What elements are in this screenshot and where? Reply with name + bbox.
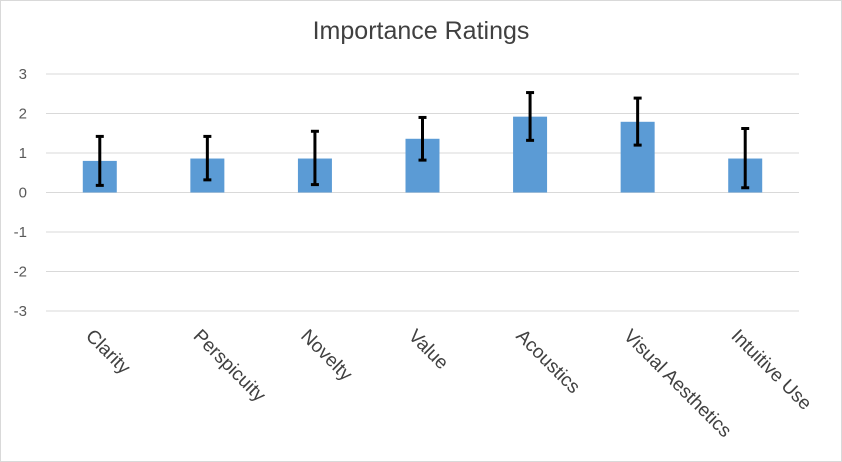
- y-tick-label: 2: [19, 106, 27, 123]
- error-bar: [526, 91, 535, 142]
- category-label: Intuitive Use: [727, 326, 816, 415]
- error-bar: [95, 134, 104, 187]
- y-axis-ticks: 3 2 1 0 -1 -2 -3: [14, 66, 27, 320]
- error-bars: [95, 91, 750, 190]
- category-label: Novelty: [296, 326, 356, 386]
- y-tick-label: 1: [19, 145, 27, 162]
- error-bar: [310, 129, 319, 187]
- category-label: Perspicuity: [189, 326, 270, 407]
- y-tick-label: -1: [14, 224, 27, 241]
- y-tick-label: 3: [19, 66, 27, 83]
- y-tick-label: -2: [14, 264, 27, 281]
- category-label: Acoustics: [512, 326, 584, 398]
- chart-title: Importance Ratings: [312, 17, 530, 45]
- y-tick-label: -3: [14, 303, 27, 320]
- error-bar: [418, 115, 427, 162]
- category-label: Value: [404, 326, 452, 374]
- error-bar: [633, 96, 642, 147]
- category-labels: Clarity Perspicuity Novelty Value Acoustics V…: [81, 326, 815, 442]
- error-bar: [741, 127, 750, 190]
- error-bar: [203, 134, 212, 182]
- category-label: Clarity: [81, 326, 134, 379]
- y-tick-label: 0: [19, 185, 27, 202]
- category-label: Visual Aesthetics: [619, 326, 735, 442]
